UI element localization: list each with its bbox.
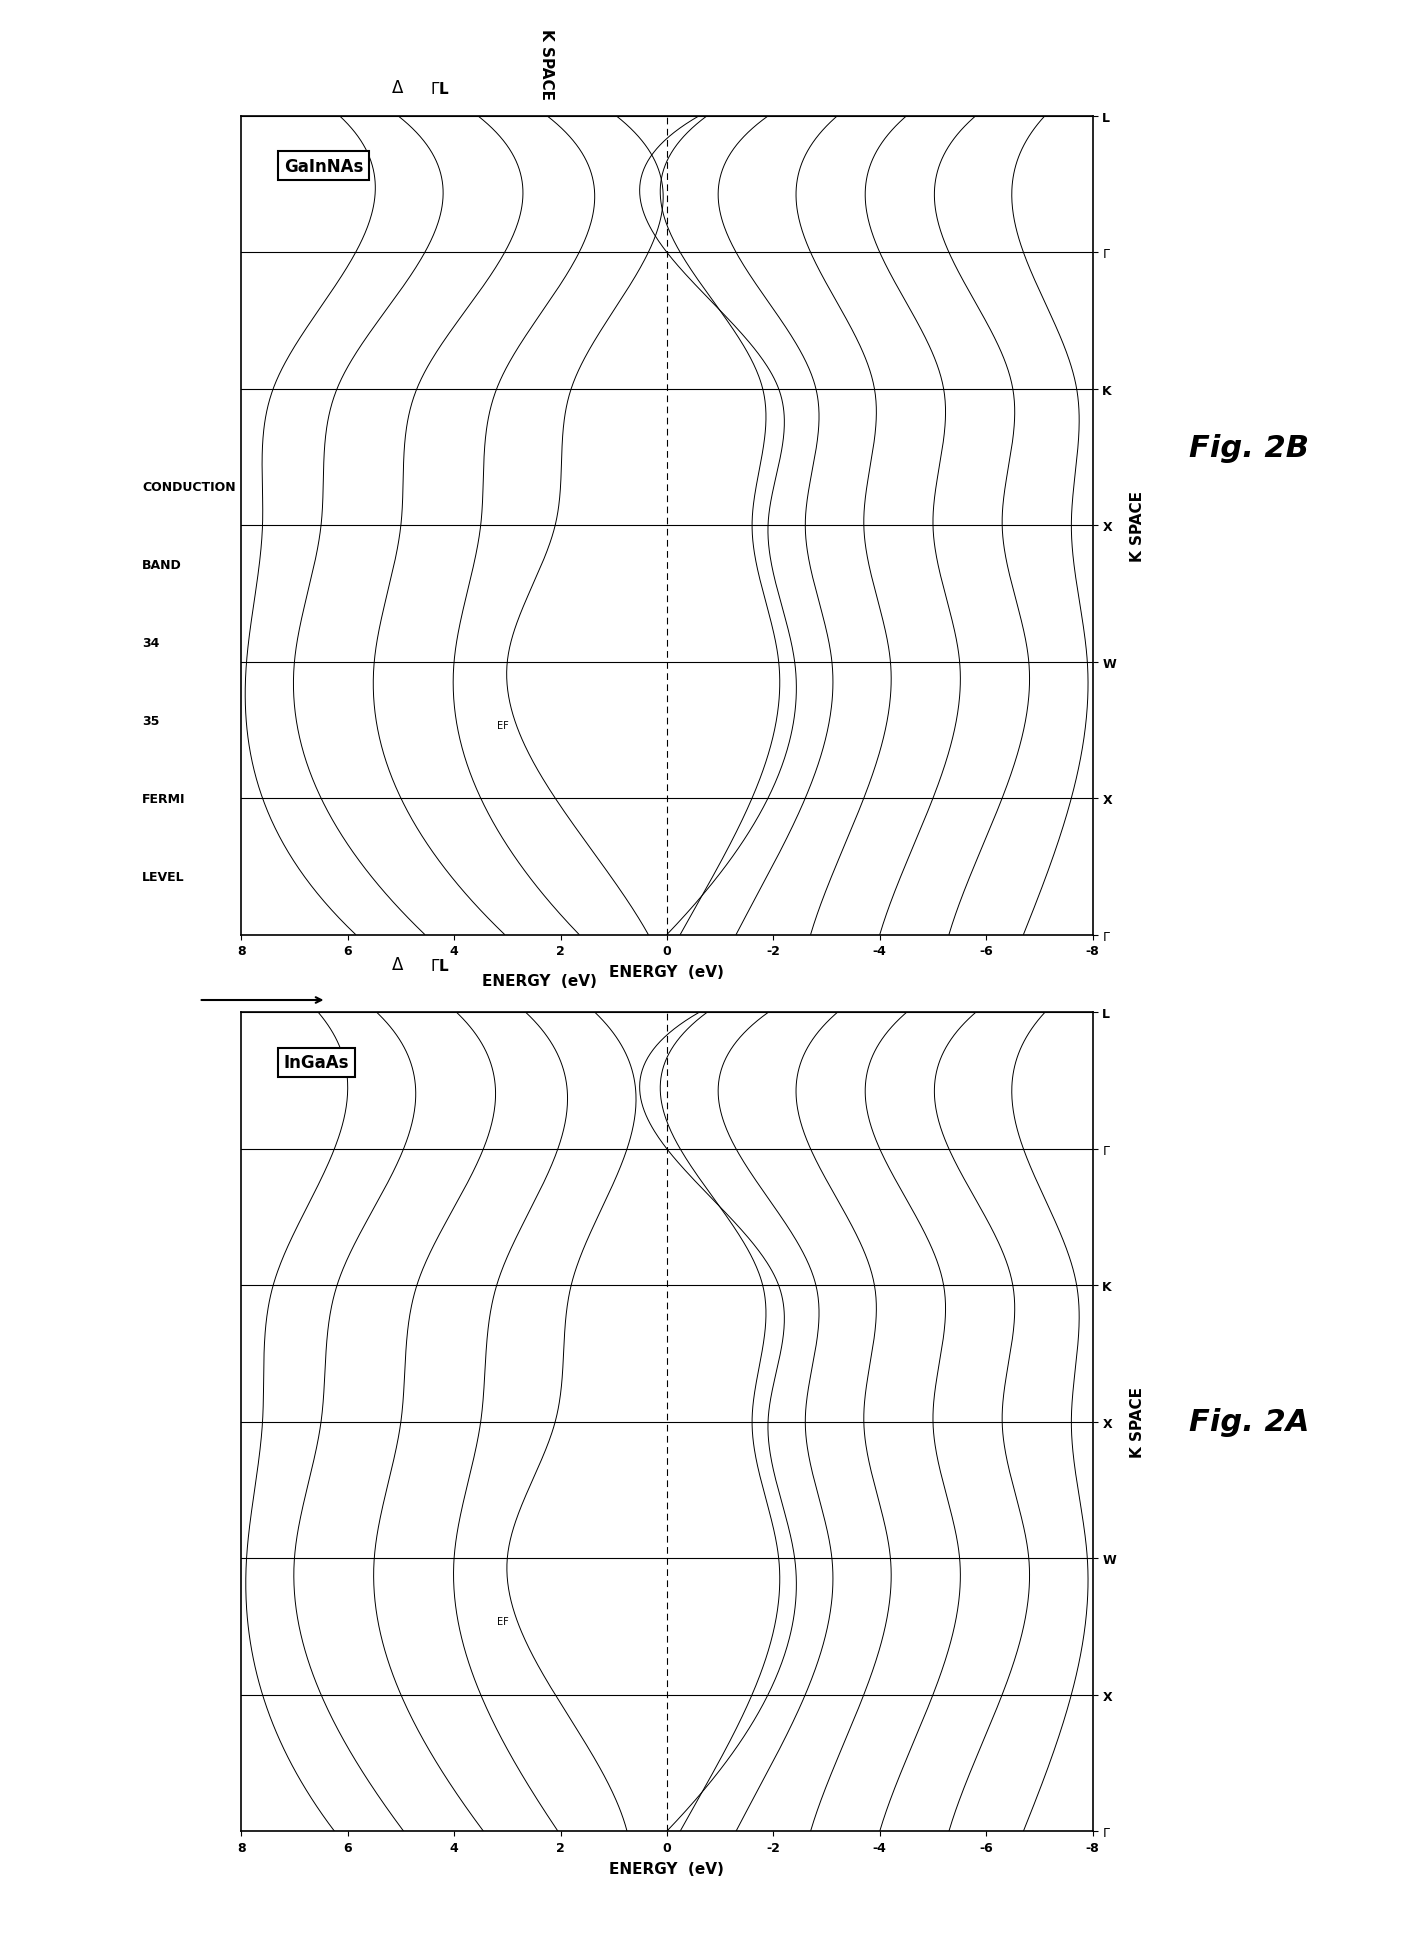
Text: LEVEL: LEVEL <box>142 871 184 882</box>
Text: InGaAs: InGaAs <box>284 1054 349 1071</box>
Text: 35: 35 <box>142 715 159 727</box>
Text: CONDUCTION: CONDUCTION <box>142 481 236 493</box>
Text: Fig. 2A: Fig. 2A <box>1189 1408 1308 1436</box>
Text: $\Delta$: $\Delta$ <box>390 80 404 97</box>
Text: GaInNAs: GaInNAs <box>284 158 363 175</box>
Text: BAND: BAND <box>142 559 182 571</box>
X-axis label: ENERGY  (eV): ENERGY (eV) <box>610 1860 724 1876</box>
Text: $\Gamma$L: $\Gamma$L <box>430 958 450 974</box>
Text: $\Delta$: $\Delta$ <box>390 956 404 974</box>
Text: ENERGY  (eV): ENERGY (eV) <box>482 974 596 990</box>
Text: FERMI: FERMI <box>142 793 186 805</box>
Text: Fig. 2B: Fig. 2B <box>1189 434 1308 462</box>
Text: EF: EF <box>497 1617 508 1627</box>
Text: K SPACE: K SPACE <box>539 29 555 99</box>
Text: EF: EF <box>497 721 508 730</box>
Y-axis label: K SPACE: K SPACE <box>1130 491 1145 561</box>
Text: $\Gamma$L: $\Gamma$L <box>430 82 450 97</box>
Text: 34: 34 <box>142 637 159 649</box>
X-axis label: ENERGY  (eV): ENERGY (eV) <box>610 964 724 980</box>
Y-axis label: K SPACE: K SPACE <box>1130 1387 1145 1457</box>
